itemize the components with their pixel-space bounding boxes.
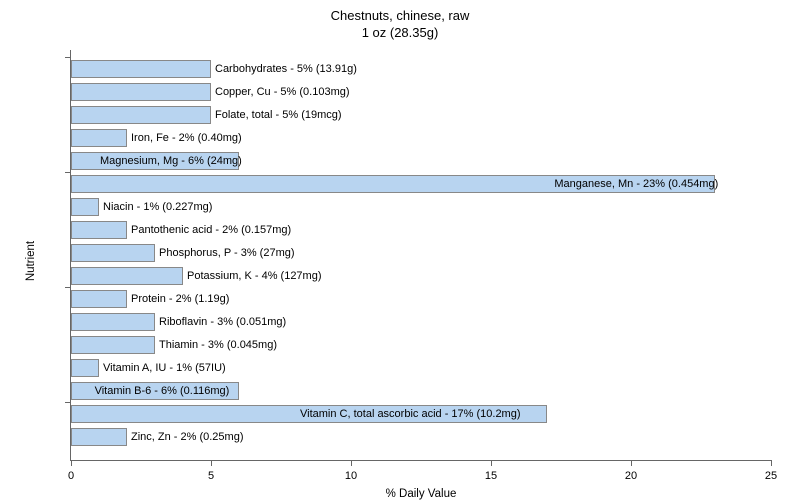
x-tick-label: 0 xyxy=(68,470,74,482)
bar xyxy=(71,198,99,216)
x-tick xyxy=(491,460,492,466)
bar-label: Manganese, Mn - 23% (0.454mg) xyxy=(554,175,718,193)
bar-label: Phosphorus, P - 3% (27mg) xyxy=(159,244,295,262)
bar-label: Niacin - 1% (0.227mg) xyxy=(103,198,212,216)
bar-label: Iron, Fe - 2% (0.40mg) xyxy=(131,129,242,147)
y-tick xyxy=(65,172,71,173)
x-tick-label: 15 xyxy=(485,470,497,482)
bar-label: Pantothenic acid - 2% (0.157mg) xyxy=(131,221,291,239)
y-axis-title: Nutrient xyxy=(25,241,37,281)
x-tick xyxy=(771,460,772,466)
x-tick-label: 10 xyxy=(345,470,357,482)
chart-container: Chestnuts, chinese, raw 1 oz (28.35g) Nu… xyxy=(0,0,800,500)
bar xyxy=(71,106,211,124)
x-tick xyxy=(71,460,72,466)
bar xyxy=(71,290,127,308)
bar xyxy=(71,267,183,285)
x-tick xyxy=(211,460,212,466)
bar-label: Folate, total - 5% (19mcg) xyxy=(215,106,342,124)
bar xyxy=(71,359,99,377)
bar xyxy=(71,313,155,331)
bar-label: Thiamin - 3% (0.045mg) xyxy=(159,336,277,354)
bar-label: Carbohydrates - 5% (13.91g) xyxy=(215,60,357,78)
title-line-2: 1 oz (28.35g) xyxy=(0,25,800,42)
bar-label: Vitamin A, IU - 1% (57IU) xyxy=(103,359,226,377)
bar-label: Potassium, K - 4% (127mg) xyxy=(187,267,322,285)
bar-label: Vitamin C, total ascorbic acid - 17% (10… xyxy=(300,405,521,423)
bar xyxy=(71,244,155,262)
bar xyxy=(71,428,127,446)
bar xyxy=(71,129,127,147)
title-line-1: Chestnuts, chinese, raw xyxy=(0,8,800,25)
plot-area: Nutrient % Daily Value Carbohydrates - 5… xyxy=(70,50,771,461)
bar xyxy=(71,83,211,101)
x-tick xyxy=(631,460,632,466)
x-tick-label: 20 xyxy=(625,470,637,482)
bar-label: Vitamin B-6 - 6% (0.116mg) xyxy=(95,382,230,400)
bar-label: Protein - 2% (1.19g) xyxy=(131,290,229,308)
bar xyxy=(71,336,155,354)
y-tick xyxy=(65,402,71,403)
x-tick xyxy=(351,460,352,466)
bar-label: Riboflavin - 3% (0.051mg) xyxy=(159,313,286,331)
chart-title: Chestnuts, chinese, raw 1 oz (28.35g) xyxy=(0,0,800,42)
x-tick-label: 5 xyxy=(208,470,214,482)
bar-label: Copper, Cu - 5% (0.103mg) xyxy=(215,83,350,101)
x-axis-title: % Daily Value xyxy=(386,488,457,500)
bar xyxy=(71,60,211,78)
bar-label: Zinc, Zn - 2% (0.25mg) xyxy=(131,428,243,446)
y-tick xyxy=(65,57,71,58)
x-tick-label: 25 xyxy=(765,470,777,482)
y-tick xyxy=(65,287,71,288)
bar xyxy=(71,221,127,239)
bar-label: Magnesium, Mg - 6% (24mg) xyxy=(100,152,242,170)
